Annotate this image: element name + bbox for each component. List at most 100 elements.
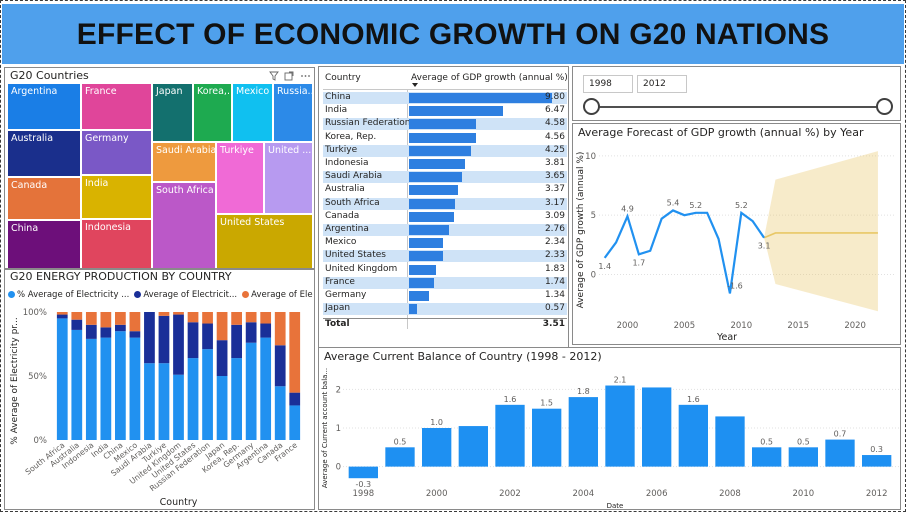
treemap-tile[interactable]: Saudi Arabia (152, 142, 216, 182)
treemap-tile[interactable]: Turkiye (216, 142, 264, 214)
energy-bar-segment[interactable] (129, 312, 141, 332)
energy-bar-segment[interactable] (129, 337, 141, 440)
energy-bar-segment[interactable] (231, 358, 242, 440)
energy-bar-segment[interactable] (85, 312, 97, 325)
energy-bar-segment[interactable] (202, 323, 213, 350)
table-row[interactable]: India 6.47 (323, 105, 567, 117)
energy-bar-segment[interactable] (85, 338, 97, 440)
energy-bar-segment[interactable] (231, 324, 242, 359)
treemap-tile[interactable]: Germany (81, 130, 152, 175)
energy-bar-segment[interactable] (71, 329, 83, 440)
energy-bar-segment[interactable] (260, 312, 272, 324)
balance-bar[interactable] (568, 397, 598, 467)
energy-bar-segment[interactable] (129, 331, 141, 338)
balance-bar[interactable] (348, 466, 378, 479)
slicer-start-handle[interactable] (583, 98, 600, 115)
balance-bar[interactable] (715, 416, 745, 467)
table-row[interactable]: Saudi Arabia 3.65 (323, 171, 567, 184)
energy-bar-segment[interactable] (158, 363, 170, 440)
legend-item[interactable]: % Average of Electricity ... (8, 290, 129, 300)
table-row[interactable]: Mexico 2.34 (323, 237, 567, 249)
energy-bar-segment[interactable] (202, 349, 213, 440)
filter-icon[interactable] (269, 71, 279, 81)
gdp-growth-table[interactable]: Country Average of GDP growth (annual %)… (318, 66, 569, 348)
table-row[interactable]: United Kingdom 1.83 (323, 264, 567, 276)
energy-bar-segment[interactable] (71, 312, 83, 320)
balance-bar[interactable] (678, 404, 708, 467)
balance-bar[interactable] (422, 428, 452, 467)
energy-bar-segment[interactable] (100, 337, 112, 440)
table-row[interactable]: France 1.74 (323, 276, 567, 289)
slicer-start-input[interactable]: 1998 (583, 75, 633, 93)
energy-bar-segment[interactable] (216, 312, 228, 341)
focus-mode-icon[interactable] (284, 71, 294, 81)
energy-bar-segment[interactable] (216, 376, 228, 440)
table-row[interactable]: Turkiye 4.25 (323, 144, 567, 157)
legend-item[interactable]: Average of Electricit... (134, 290, 237, 300)
energy-bar-segment[interactable] (100, 312, 112, 328)
table-row[interactable]: China 9.80 (323, 92, 567, 104)
energy-bar-segment[interactable] (202, 312, 213, 324)
treemap-tile[interactable]: China (7, 220, 81, 268)
energy-bar-segment[interactable] (187, 358, 199, 440)
energy-bar-segment[interactable] (71, 319, 83, 330)
treemap-tile[interactable]: United States (216, 214, 313, 268)
energy-bar-segment[interactable] (245, 312, 257, 323)
treemap-tile[interactable]: Korea,... (193, 83, 232, 142)
balance-bar[interactable] (532, 408, 562, 467)
energy-bar-segment[interactable] (231, 312, 242, 325)
energy-bar-segment[interactable] (85, 324, 97, 339)
energy-bar-segment[interactable] (289, 392, 301, 406)
energy-bar-segment[interactable] (216, 340, 228, 376)
energy-bar-segment[interactable] (173, 314, 184, 375)
energy-bar-segment[interactable] (289, 405, 301, 440)
balance-bar[interactable] (862, 455, 892, 467)
legend-item[interactable]: Average of Ele... (242, 290, 313, 300)
energy-bar-segment[interactable] (245, 342, 257, 440)
balance-bar[interactable] (385, 447, 415, 467)
year-slicer[interactable]: 1998 2012 (572, 66, 901, 121)
table-row[interactable]: Canada 3.09 (323, 211, 567, 223)
energy-bar-segment[interactable] (56, 312, 68, 315)
energy-bar-segment[interactable] (115, 312, 126, 325)
balance-bar[interactable] (752, 447, 782, 467)
table-header-gdp-growth[interactable]: Average of GDP growth (annual %) (411, 73, 568, 83)
balance-bar[interactable] (495, 404, 525, 467)
table-row[interactable]: South Africa 3.17 (323, 197, 567, 210)
energy-bar-segment[interactable] (260, 323, 272, 338)
energy-bar-segment[interactable] (245, 322, 257, 343)
treemap-tile[interactable]: Indonesia (81, 219, 152, 268)
treemap-tile[interactable]: India (81, 175, 152, 219)
table-row[interactable]: Argentina 2.76 (323, 224, 567, 236)
table-row[interactable]: United States 2.33 (323, 250, 567, 263)
energy-bar-segment[interactable] (187, 322, 199, 359)
balance-bar[interactable] (458, 426, 488, 467)
treemap-tile[interactable]: Mexico (232, 83, 273, 142)
treemap-visual[interactable]: G20 Countries Argentina France Japan Korea,… (4, 67, 315, 269)
energy-bar-segment[interactable] (187, 312, 199, 323)
treemap-tile[interactable]: France (81, 83, 152, 130)
treemap-tile[interactable]: Australia (7, 130, 81, 177)
energy-bar-segment[interactable] (260, 337, 272, 440)
energy-bar-segment[interactable] (100, 327, 112, 338)
treemap-tile[interactable]: Argentina (7, 83, 81, 130)
forecast-line[interactable] (763, 232, 878, 239)
energy-bar-segment[interactable] (115, 324, 126, 332)
energy-bar-segment[interactable] (274, 345, 286, 387)
energy-bar-segment[interactable] (173, 374, 184, 440)
treemap-tile[interactable]: United ... (264, 142, 313, 214)
slicer-end-input[interactable]: 2012 (637, 75, 687, 93)
gdp-forecast-visual[interactable]: Average Forecast of GDP growth (annual %… (572, 123, 901, 345)
energy-chart-visual[interactable]: G20 ENERGY PRODUCTION BY COUNTRY % Avera… (4, 269, 315, 510)
slicer-track[interactable] (591, 106, 887, 108)
balance-bar[interactable] (605, 385, 635, 467)
balance-bar[interactable] (642, 387, 672, 467)
energy-bar-segment[interactable] (56, 318, 68, 440)
current-balance-visual[interactable]: Average Current Balance of Country (1998… (318, 347, 901, 510)
gdp-growth-line[interactable] (603, 209, 765, 294)
slicer-end-handle[interactable] (876, 98, 893, 115)
treemap-tile[interactable]: Russia... (273, 83, 313, 142)
energy-bar-segment[interactable] (56, 314, 68, 319)
more-options-icon[interactable] (300, 71, 311, 81)
energy-bar-segment[interactable] (158, 315, 170, 364)
